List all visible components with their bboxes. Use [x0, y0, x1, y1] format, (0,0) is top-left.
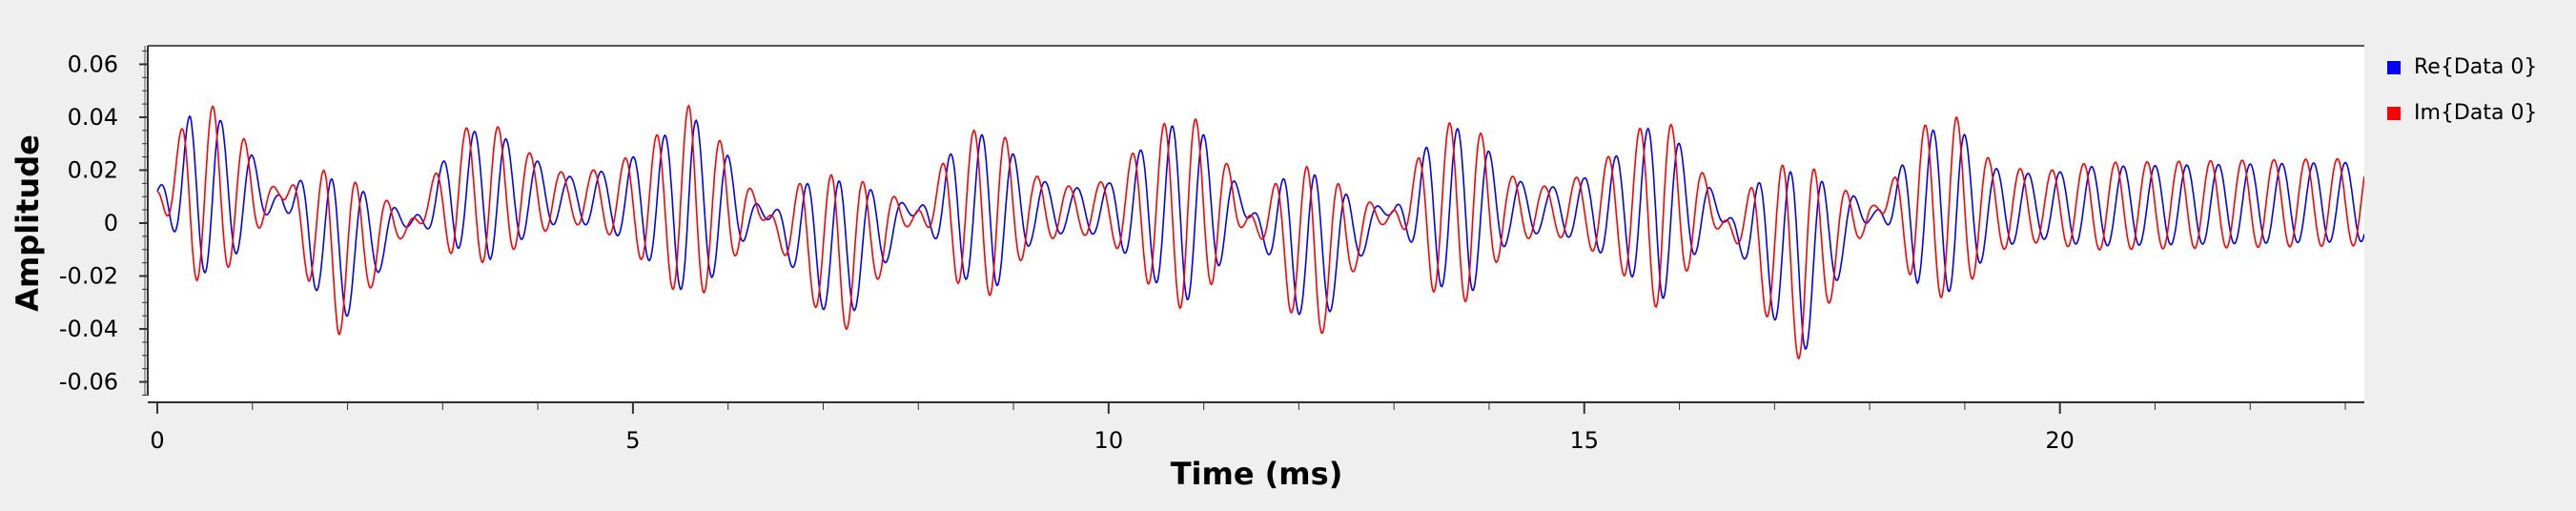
legend-label-re: Re{Data 0} — [2414, 55, 2537, 79]
series-layer — [156, 104, 2364, 360]
y-tick-label: -0.02 — [59, 263, 118, 290]
y-axis-ticks: 0.06 0.04 0.02 0 -0.02 -0.04 -0.06 — [59, 51, 148, 396]
y-tick-label: 0 — [104, 210, 118, 236]
y-tick-label: 0.06 — [68, 51, 118, 77]
legend-swatch-re — [2387, 61, 2401, 74]
x-tick-label: 5 — [625, 427, 640, 454]
y-tick-label: -0.06 — [59, 369, 118, 396]
y-tick-label: 0.02 — [68, 156, 118, 183]
x-axis-title: Time (ms) — [1171, 456, 1343, 492]
plot-area — [148, 46, 2364, 400]
y-axis-title: Amplitude — [10, 134, 46, 312]
x-tick-label: 20 — [2045, 427, 2075, 454]
x-tick-label: 15 — [1569, 427, 1599, 454]
legend-label-im: Im{Data 0} — [2414, 101, 2537, 125]
legend: Re{Data 0} Im{Data 0} — [2387, 55, 2537, 125]
legend-swatch-im — [2387, 107, 2401, 120]
y-tick-label: -0.04 — [59, 316, 118, 342]
series-line-im — [156, 104, 2364, 360]
y-tick-label: 0.04 — [68, 104, 118, 131]
x-tick-label: 0 — [150, 427, 164, 454]
x-axis-ticks: 0 5 10 15 20 — [150, 402, 2346, 454]
series-line-re — [156, 114, 2364, 350]
x-tick-label: 10 — [1094, 427, 1124, 454]
